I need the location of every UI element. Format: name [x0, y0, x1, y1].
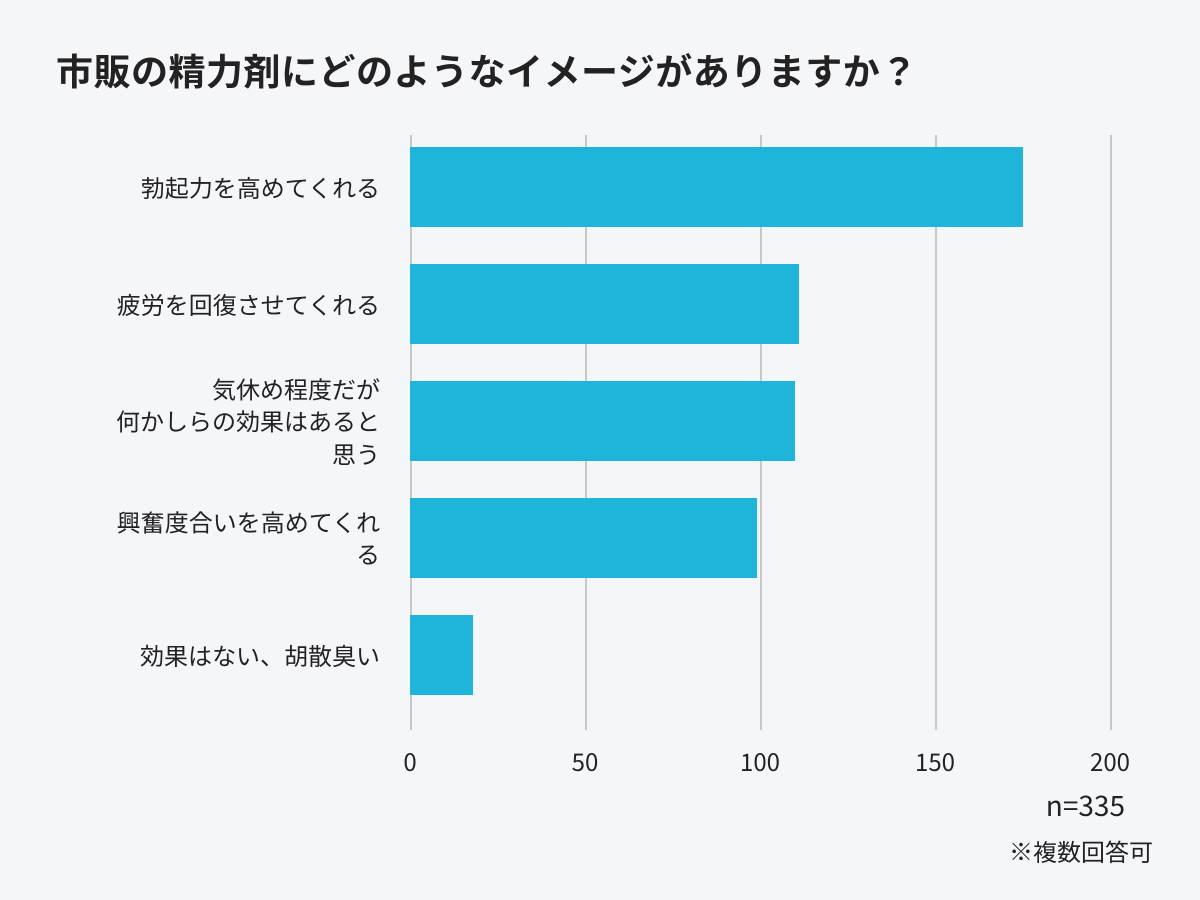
category-label-2: 気休め程度だが 何かしらの効果はあると思う: [95, 372, 405, 469]
x-tick-2: 100: [740, 743, 780, 778]
x-tick-1: 50: [572, 743, 599, 778]
category-label-4: 効果はない、胡散臭い: [95, 639, 405, 671]
bar-0: [410, 147, 1023, 227]
footnote-sample-size: n=335: [1046, 785, 1125, 825]
bar-3: [410, 498, 757, 578]
x-tick-4: 200: [1090, 743, 1130, 778]
chart-title: 市販の精力剤にどのようなイメージがありますか？: [0, 0, 1200, 96]
gridline-4: [1110, 135, 1112, 730]
bar-4: [410, 615, 473, 695]
bar-2: [410, 381, 795, 461]
bar-1: [410, 264, 799, 344]
chart-container: 勃起力を高めてくれる 疲労を回復させてくれる 気休め程度だが 何かしらの効果はあ…: [95, 135, 1105, 775]
category-label-1: 疲労を回復させてくれる: [95, 288, 405, 320]
footnote-multiple-answers: ※複数回答可: [1009, 833, 1153, 868]
x-tick-0: 0: [403, 743, 416, 778]
category-label-3: 興奮度合いを高めてくれる: [95, 506, 405, 571]
category-label-0: 勃起力を高めてくれる: [95, 171, 405, 203]
x-tick-3: 150: [915, 743, 955, 778]
